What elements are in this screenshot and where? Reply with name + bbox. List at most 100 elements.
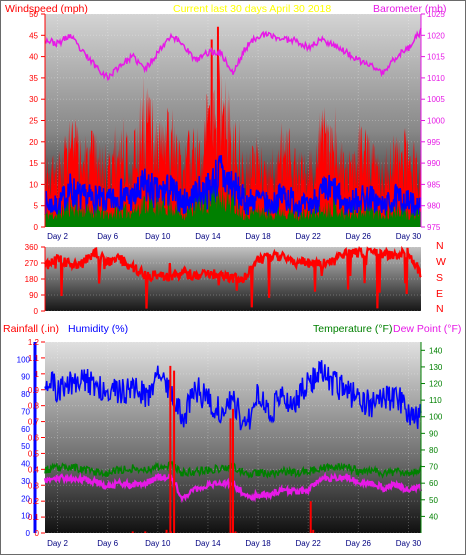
rainfall-tick-label: 0.9: [28, 386, 40, 395]
humidity-tick-label: 50: [21, 442, 30, 451]
temp-day-ticks: Day 2 Day 6 Day 10 Day 14 Day 18 Day 22 Day 26…: [47, 539, 422, 548]
dir-label-n-top: N: [436, 240, 444, 252]
rainfall-tick-label: 0.5: [28, 449, 40, 458]
temp-panel-series: [43, 360, 423, 533]
temperature-tick-label: 90: [429, 429, 438, 438]
humidity-tick-label: 40: [21, 460, 30, 469]
dewpoint-axis-title: Dew Point (°F): [393, 323, 461, 335]
humidity-tick-label: 30: [21, 477, 30, 486]
dir-label-w: W: [436, 256, 446, 268]
temp-panel-grid: [45, 341, 421, 534]
wind-day-tick-label: Day 30: [396, 232, 422, 241]
barometer-tick-label: 1015: [427, 53, 445, 62]
dir-label-s: S: [436, 272, 443, 284]
rainfall-tick-label: 0: [35, 529, 40, 538]
temperature-tick-label: 80: [429, 446, 438, 455]
temp-day-tick-label: Day 6: [97, 539, 118, 548]
temperature-tick-label: 60: [429, 479, 438, 488]
direction-line: [43, 245, 422, 309]
temperature-tick-label: 130: [429, 363, 443, 372]
windspeed-tick-label: 30: [29, 95, 38, 104]
average-wind-line: [44, 155, 422, 218]
humidity-tick-label: 20: [21, 494, 30, 503]
temperature-ticks: 40 50 60 70 80 90 100 110 120 130 140: [421, 346, 443, 521]
wind-day-tick-label: Day 6: [97, 232, 118, 241]
temp-day-tick-label: Day 2: [47, 539, 68, 548]
humidity-axis-title: Humidity (%): [68, 323, 128, 335]
humidity-ticks: 0 10 20 30 40 50 60 70 80 90 100: [17, 355, 31, 538]
windspeed-tick-label: 5: [34, 202, 39, 211]
humidity-tick-label: 100: [17, 355, 31, 364]
dir-label-n-bottom: N: [436, 303, 444, 315]
windspeed-tick-label: 50: [29, 10, 38, 19]
windspeed-axis-title: Windspeed (mph): [5, 3, 88, 15]
rainfall-tick-label: 1: [35, 370, 40, 379]
wind-panel-series: [44, 26, 422, 227]
temperature-tick-label: 50: [429, 496, 438, 505]
windspeed-tick-label: 10: [29, 180, 38, 189]
rainfall-tick-label: 0.3: [28, 481, 40, 490]
barometer-tick-label: 1010: [427, 74, 445, 83]
wind-day-tick-label: Day 14: [195, 232, 221, 241]
temperature-tick-label: 120: [429, 380, 443, 389]
barometer-tick-label: 995: [427, 138, 441, 147]
temperature-tick-label: 70: [429, 463, 438, 472]
humidity-line: [44, 360, 422, 431]
rainfall-tick-label: 1.2: [28, 338, 40, 347]
wind-day-tick-label: Day 2: [47, 232, 68, 241]
humidity-tick-label: 60: [21, 425, 30, 434]
temp-day-tick-label: Day 10: [145, 539, 171, 548]
direction-tick-label: 0: [34, 307, 39, 316]
windspeed-ticks: 0 5 10 15 20 25 30 35 40 45 50: [29, 10, 45, 232]
humidity-tick-label: 80: [21, 390, 30, 399]
wind-day-tick-label: Day 22: [296, 232, 322, 241]
barometer-tick-label: 1020: [427, 31, 445, 40]
humidity-tick-label: 10: [21, 512, 30, 521]
direction-panel-series: [43, 245, 422, 309]
temp-day-tick-label: Day 30: [396, 539, 422, 548]
rainfall-axis-title: Rainfall (.in): [3, 323, 59, 335]
wind-speed-area: [45, 183, 421, 227]
rainfall-tick-label: 0.1: [28, 513, 40, 522]
direction-tick-label: 360: [25, 243, 39, 252]
wind-day-ticks: Day 2 Day 6 Day 10 Day 14 Day 18 Day 22 Day 26…: [47, 232, 422, 241]
humidity-tick-label: 90: [21, 373, 30, 382]
rainfall-tick-label: 0.4: [28, 465, 40, 474]
barometer-tick-label: 1025: [427, 10, 445, 19]
temperature-tick-label: 40: [429, 512, 438, 521]
windspeed-tick-label: 25: [29, 117, 38, 126]
barometer-tick-label: 975: [427, 223, 441, 232]
temperature-tick-label: 100: [429, 413, 443, 422]
temp-day-tick-label: Day 22: [296, 539, 322, 548]
windspeed-tick-label: 20: [29, 138, 38, 147]
rainfall-tick-label: 1.1: [28, 354, 40, 363]
temperature-tick-label: 110: [429, 396, 442, 405]
temp-day-tick-label: Day 26: [346, 539, 372, 548]
temperature-tick-label: 140: [429, 346, 443, 355]
rainfall-tick-label: 0.8: [28, 402, 40, 411]
windspeed-tick-label: 0: [34, 223, 39, 232]
humidity-tick-label: 70: [21, 407, 30, 416]
rainfall-tick-label: 0.2: [28, 497, 40, 506]
barometer-tick-label: 1000: [427, 117, 445, 126]
barometer-tick-label: 990: [427, 159, 441, 168]
windspeed-tick-label: 45: [29, 31, 38, 40]
direction-ticks: 0 90 180 270 360: [25, 243, 45, 316]
barometer-tick-label: 985: [427, 180, 441, 189]
direction-tick-label: 180: [25, 275, 39, 284]
wind-day-tick-label: Day 10: [145, 232, 171, 241]
windspeed-tick-label: 15: [29, 159, 38, 168]
direction-tick-label: 270: [25, 259, 39, 268]
rainfall-ticks: 0 0.1 0.2 0.3 0.4 0.5 0.6 0.7 0.8 0.9 1 1.1 1.2: [28, 338, 45, 538]
barometer-axis-title: Barometer (mb): [373, 3, 447, 15]
temp-day-tick-label: Day 14: [195, 539, 221, 548]
humidity-tick-label: 0: [26, 529, 31, 538]
windspeed-tick-label: 40: [29, 53, 38, 62]
wind-day-tick-label: Day 26: [346, 232, 372, 241]
barometer-ticks: 975 980 985 990 995 1000 1005 1010 1015 1020 1025: [421, 10, 445, 232]
direction-tick-label: 90: [29, 291, 38, 300]
barometer-tick-label: 1005: [427, 95, 445, 104]
wind-day-tick-label: Day 18: [245, 232, 271, 241]
